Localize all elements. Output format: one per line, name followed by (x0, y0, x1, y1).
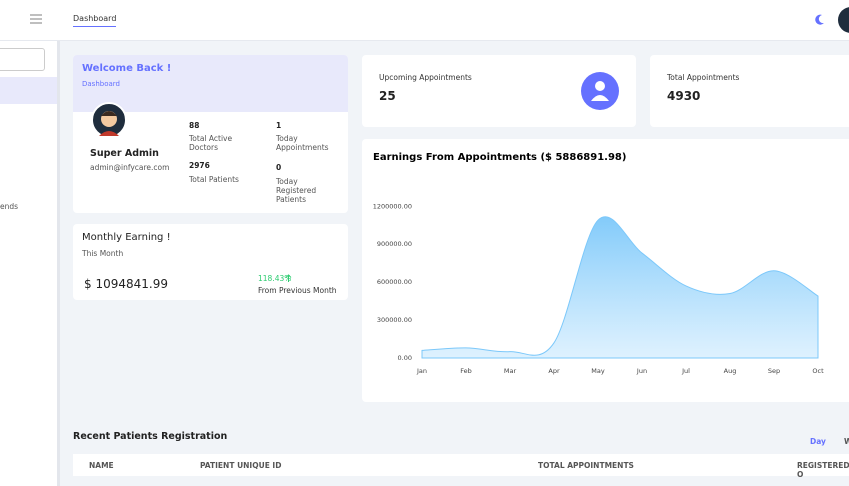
stat-value: 4930 (667, 89, 701, 103)
table-title: Recent Patients Registration (73, 431, 228, 442)
stat-card: Total Appointments 4930 (650, 55, 849, 127)
stat-value: 88 (189, 121, 200, 130)
x-tick-label: Jul (681, 367, 690, 375)
x-tick-label: Jun (636, 367, 647, 375)
change-label: From Previous Month (258, 286, 337, 295)
stat-label: Total Active Doctors (189, 134, 233, 152)
x-tick-label: Jan (416, 367, 427, 375)
search-input[interactable] (0, 48, 45, 71)
theme-toggle[interactable] (815, 14, 825, 26)
up-arrow (285, 274, 292, 282)
stat-label: Today Appointments (276, 134, 329, 152)
x-tick-label: May (591, 367, 605, 375)
y-tick-label: 600000.00 (377, 278, 412, 286)
stat-value: 2976 (189, 161, 210, 170)
x-tick-label: Oct (812, 367, 824, 375)
column-header: REGISTERED O (797, 461, 849, 479)
menu-toggle[interactable] (30, 14, 42, 24)
sidebar: ends (0, 41, 60, 486)
period: This Month (82, 249, 124, 258)
stat-label: Total Patients (189, 175, 239, 184)
stat-value: 0 (276, 163, 282, 172)
stat-card: Upcoming Appointments 25 (362, 55, 636, 127)
column-header: NAME (89, 461, 114, 470)
doctor-icon (581, 72, 619, 110)
x-tick-label: Mar (504, 367, 517, 375)
y-tick-label: 1200000.00 (373, 202, 412, 210)
chart-card: Earnings From Appointments ($ 5886891.98… (362, 139, 849, 402)
stat-label: Upcoming Appointments (379, 73, 472, 82)
x-tick-label: Aug (724, 367, 737, 375)
welcome-banner (73, 55, 348, 112)
user-avatar[interactable] (838, 7, 849, 33)
area (421, 216, 819, 359)
earning-amount: $ 1094841.99 (84, 277, 168, 291)
chart-title: Earnings From Appointments ($ 5886891.98… (373, 152, 626, 163)
earnings-chart: Earnings From Appointments ($ 5886891.98… (373, 152, 824, 375)
x-tick-label: Sep (768, 367, 780, 375)
filter-tab[interactable]: W (844, 437, 849, 446)
top-bar: Dashboard (0, 0, 849, 41)
x-tick-label: Apr (548, 367, 560, 375)
welcome-title: Welcome Back ! (82, 63, 172, 74)
stat-value: 1 (276, 121, 282, 130)
filter-tab[interactable]: Day (810, 437, 826, 446)
y-tick-label: 300000.00 (377, 316, 412, 324)
stat-value: 25 (379, 89, 396, 103)
menu-item[interactable]: ends (0, 202, 19, 211)
active-menu-item[interactable] (0, 77, 57, 104)
stat-label: Today Registered Patients (276, 177, 317, 204)
y-tick-label: 900000.00 (377, 240, 412, 248)
welcome-card: Welcome Back ! Dashboard Super Admin adm… (73, 55, 348, 213)
column-header: PATIENT UNIQUE ID (200, 461, 282, 470)
monthly-earning-card: Monthly Earning ! This Month $ 1094841.9… (73, 224, 348, 300)
user-email: admin@infycare.com (90, 163, 170, 172)
x-tick-label: Feb (460, 367, 472, 375)
change-percent: 118.43% (258, 274, 292, 283)
breadcrumb: Dashboard (82, 80, 120, 88)
nav-tab[interactable]: Dashboard (73, 14, 117, 27)
user-name: Super Admin (90, 148, 159, 159)
column-header: TOTAL APPOINTMENTS (538, 461, 634, 470)
card-title: Monthly Earning ! (82, 232, 171, 243)
profile-avatar (91, 102, 127, 138)
y-tick-label: 0.00 (398, 354, 412, 362)
table-header: NAME PATIENT UNIQUE ID TOTAL APPOINTMENT… (73, 454, 849, 479)
stat-label: Total Appointments (667, 73, 740, 82)
